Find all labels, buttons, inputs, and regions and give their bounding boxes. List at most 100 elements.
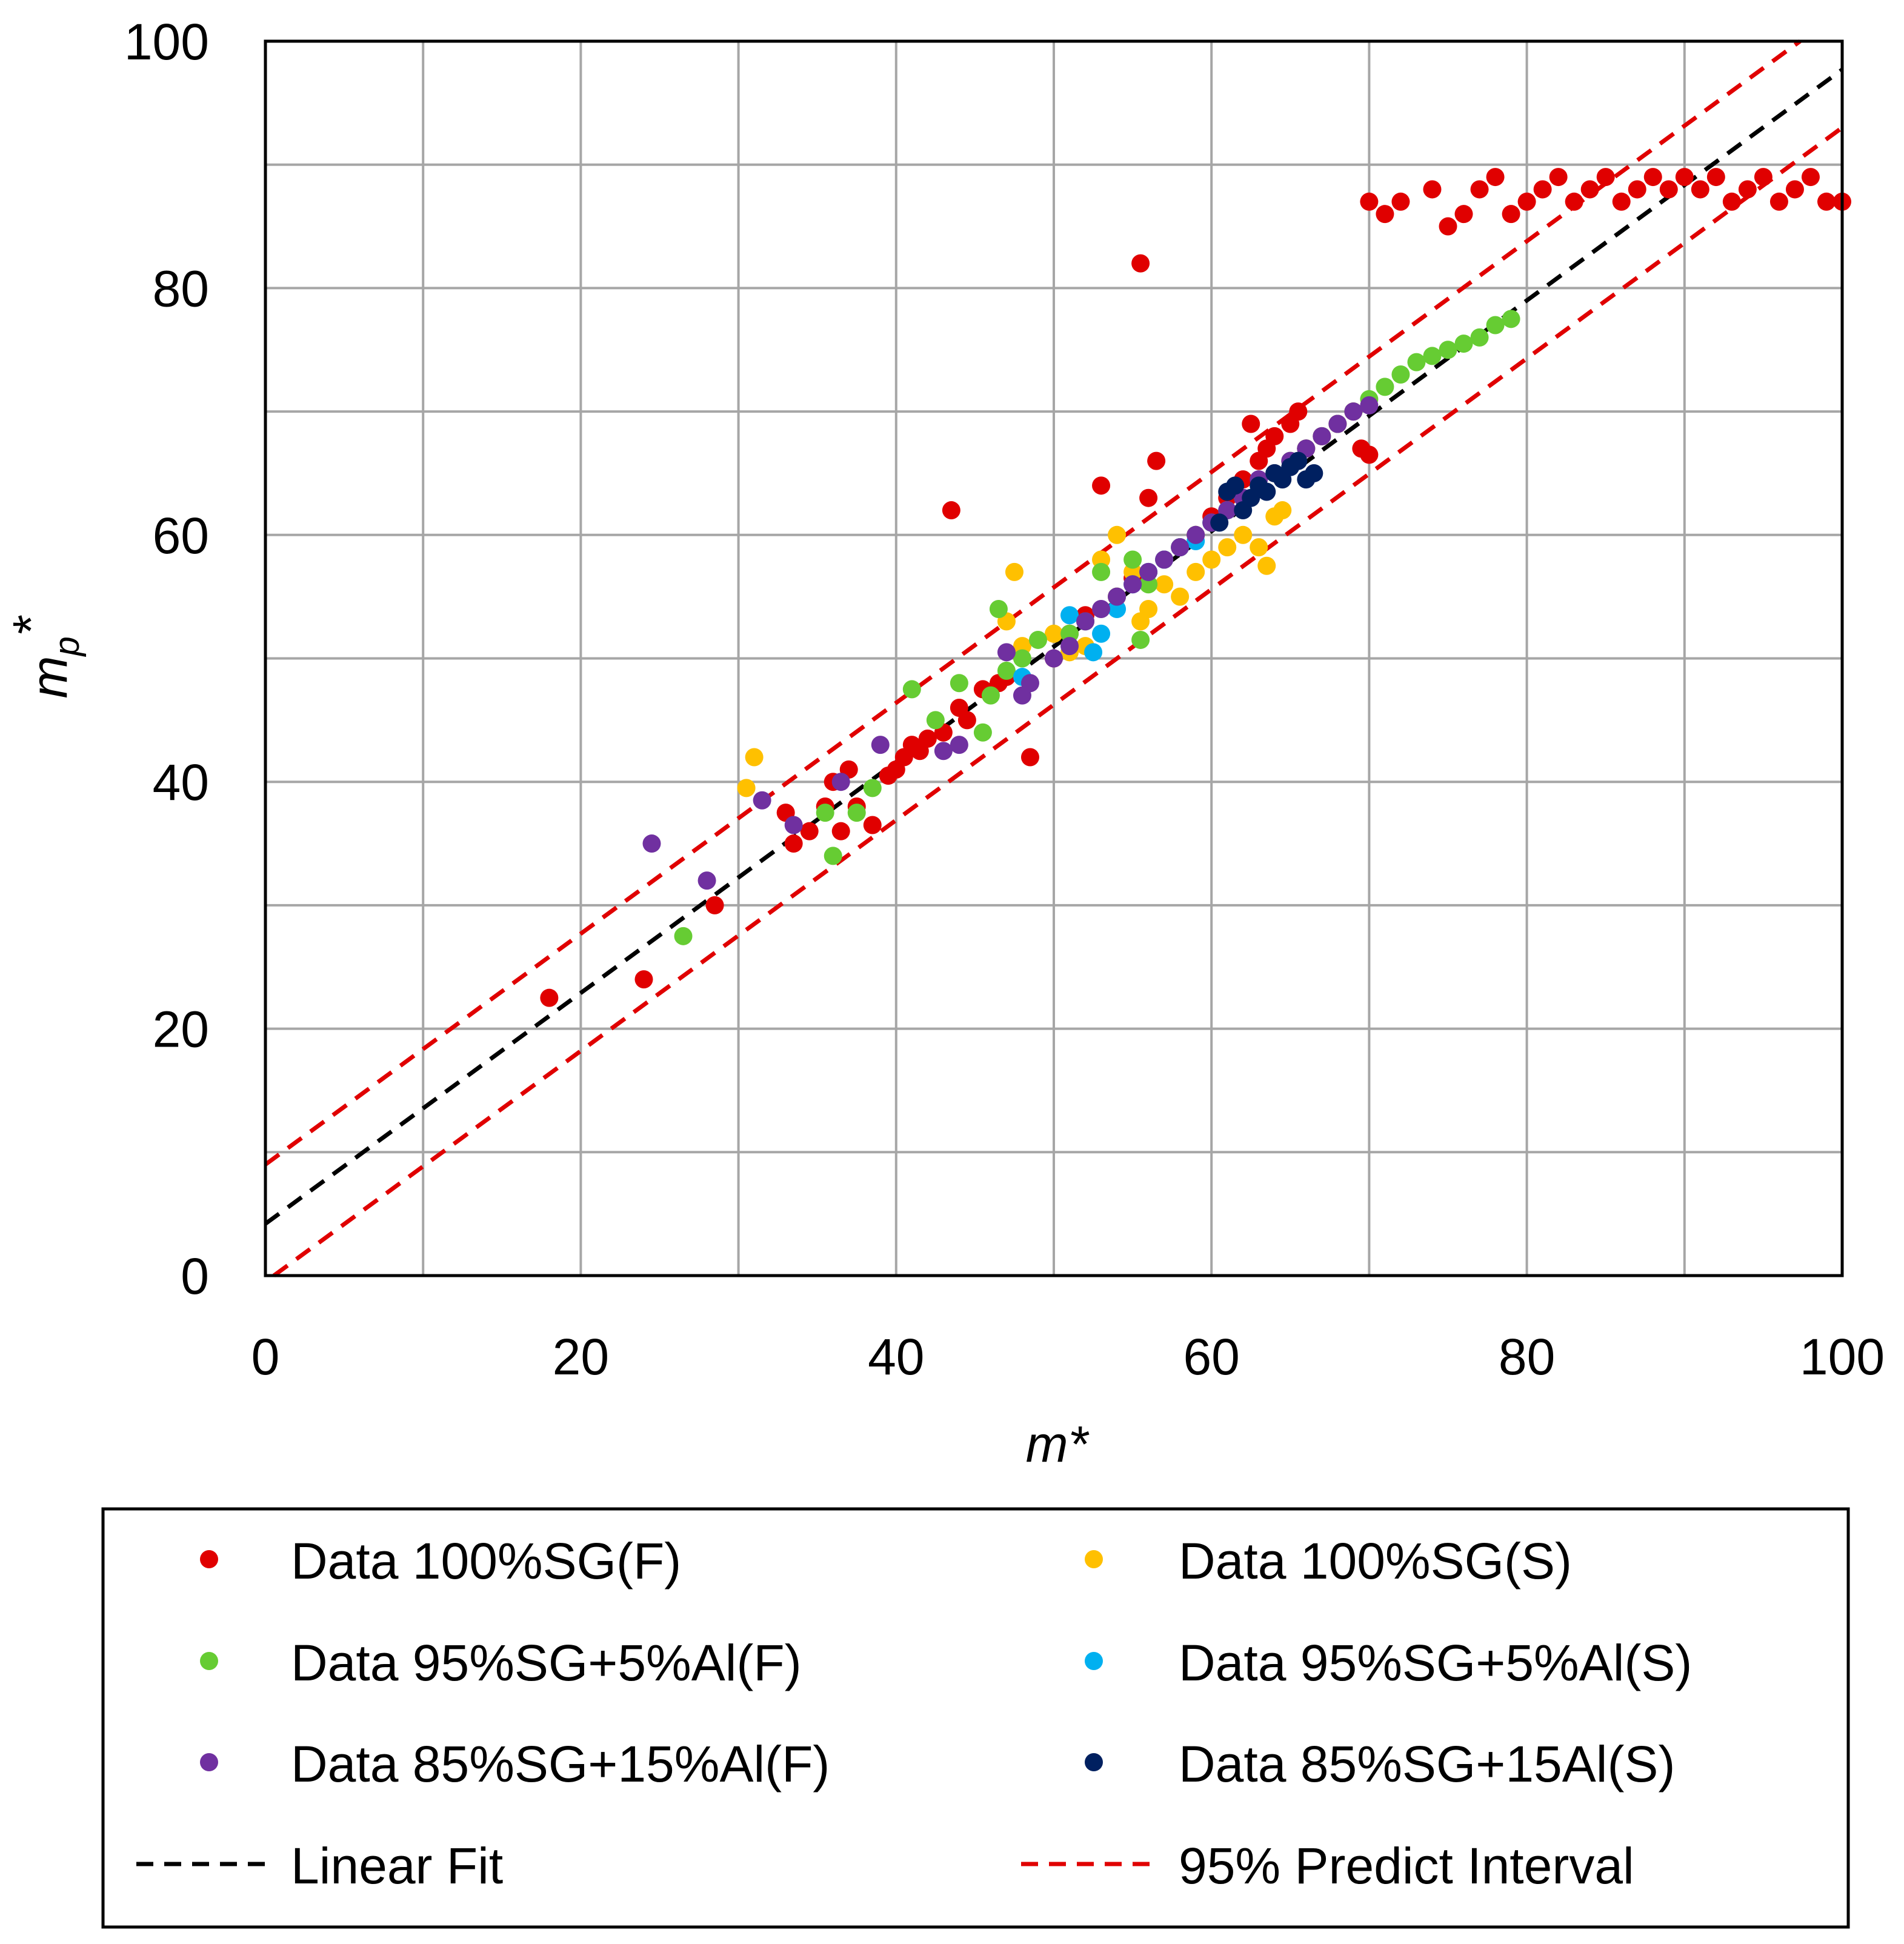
data-point	[1470, 328, 1489, 347]
y-tick-label: 0	[181, 1248, 209, 1305]
legend-marker	[1085, 1753, 1103, 1771]
legend-label: Data 85%SG+15Al(S)	[1179, 1736, 1675, 1793]
data-point	[745, 748, 764, 767]
data-point	[1659, 180, 1678, 199]
data-point	[1596, 168, 1615, 187]
data-point	[1360, 396, 1379, 414]
data-point	[1517, 192, 1536, 211]
data-point	[1313, 427, 1331, 445]
x-axis-label: m*	[1026, 1416, 1090, 1473]
data-point	[950, 674, 968, 693]
legend-marker	[1085, 1652, 1103, 1670]
data-point	[824, 847, 842, 865]
x-tick-label: 20	[553, 1328, 609, 1385]
data-point	[1210, 513, 1229, 532]
data-point	[1289, 451, 1308, 470]
fit-lines	[264, 39, 1844, 1277]
data-point	[1084, 643, 1103, 662]
data-point	[1486, 316, 1505, 335]
y-tick-label: 40	[153, 754, 209, 811]
linear-fit-line	[264, 68, 1844, 1226]
prediction-interval-line	[272, 125, 1844, 1277]
data-point	[1131, 254, 1150, 273]
data-point	[1376, 378, 1394, 396]
data-point	[634, 970, 653, 989]
data-point	[1470, 180, 1489, 199]
x-tick-label: 0	[251, 1328, 280, 1385]
data-point	[1092, 476, 1111, 495]
data-point	[1139, 488, 1158, 507]
data-point	[1123, 550, 1142, 569]
data-point	[902, 680, 921, 699]
data-point	[1439, 217, 1457, 236]
data-point	[1265, 427, 1284, 445]
data-point	[1092, 600, 1111, 619]
data-point	[784, 834, 803, 853]
plot-frame	[264, 39, 1844, 1277]
data-point	[1131, 630, 1150, 649]
data-point	[1423, 180, 1442, 199]
data-point	[1218, 538, 1237, 557]
data-point	[981, 686, 1000, 705]
data-point	[1391, 365, 1410, 384]
data-point	[871, 736, 890, 754]
data-point	[1045, 624, 1063, 643]
data-point	[1155, 550, 1174, 569]
data-point	[1817, 192, 1836, 211]
data-point	[1344, 402, 1363, 421]
data-point	[1643, 168, 1662, 187]
data-point	[1502, 205, 1520, 224]
data-point	[1706, 168, 1725, 187]
legend-label: 95% Predict Interval	[1179, 1837, 1634, 1894]
legend-box	[101, 1507, 1850, 1929]
x-axis-ticks: 0 20 40 60 80 100	[251, 1328, 1885, 1385]
data-point	[950, 736, 968, 754]
legend-label: Data 100%SG(S)	[1179, 1533, 1572, 1589]
legend-marker	[1085, 1550, 1103, 1568]
data-point	[1580, 180, 1599, 199]
legend-label: Linear Fit	[291, 1837, 503, 1894]
data-point	[1013, 649, 1031, 668]
y-tick-label: 60	[153, 507, 209, 564]
data-point	[1549, 168, 1568, 187]
data-point	[1738, 180, 1757, 199]
data-point	[1439, 341, 1457, 359]
data-points	[540, 168, 1851, 1007]
data-point	[1147, 451, 1166, 470]
data-point	[934, 742, 953, 761]
data-point	[1533, 180, 1552, 199]
x-tick-label: 100	[1800, 1328, 1885, 1385]
data-point	[1060, 606, 1079, 625]
legend-label: Data 100%SG(F)	[291, 1533, 681, 1589]
legend-label: Data 95%SG+5%Al(S)	[1179, 1634, 1692, 1691]
x-tick-label: 80	[1499, 1328, 1555, 1385]
y-tick-label: 100	[124, 13, 209, 70]
data-point	[642, 834, 661, 853]
series-6	[1210, 451, 1323, 532]
data-point	[831, 822, 850, 841]
legend-marker	[200, 1550, 218, 1568]
y-axis-ticks: 0 20 40 60 80 100	[124, 13, 209, 1305]
data-point	[1675, 168, 1694, 187]
prediction-interval-line	[264, 39, 1802, 1167]
data-point	[540, 988, 559, 1007]
data-point	[1250, 538, 1268, 557]
data-point	[997, 643, 1016, 662]
data-point	[1486, 168, 1505, 187]
data-point	[1155, 575, 1174, 594]
data-point	[800, 822, 819, 841]
data-point	[1108, 525, 1127, 544]
legend: Data 100%SG(F) Data 100%SG(S) Data 95%SG+5…	[136, 1533, 1692, 1894]
data-point	[926, 711, 945, 730]
data-point	[1565, 192, 1583, 211]
data-point	[1257, 556, 1276, 575]
data-point	[1305, 464, 1323, 482]
data-point	[1076, 612, 1095, 631]
data-point	[989, 600, 1008, 619]
data-point	[1328, 414, 1347, 433]
data-point	[1020, 748, 1039, 767]
data-point	[1202, 550, 1221, 569]
data-point	[1407, 353, 1426, 371]
data-point	[697, 871, 716, 890]
